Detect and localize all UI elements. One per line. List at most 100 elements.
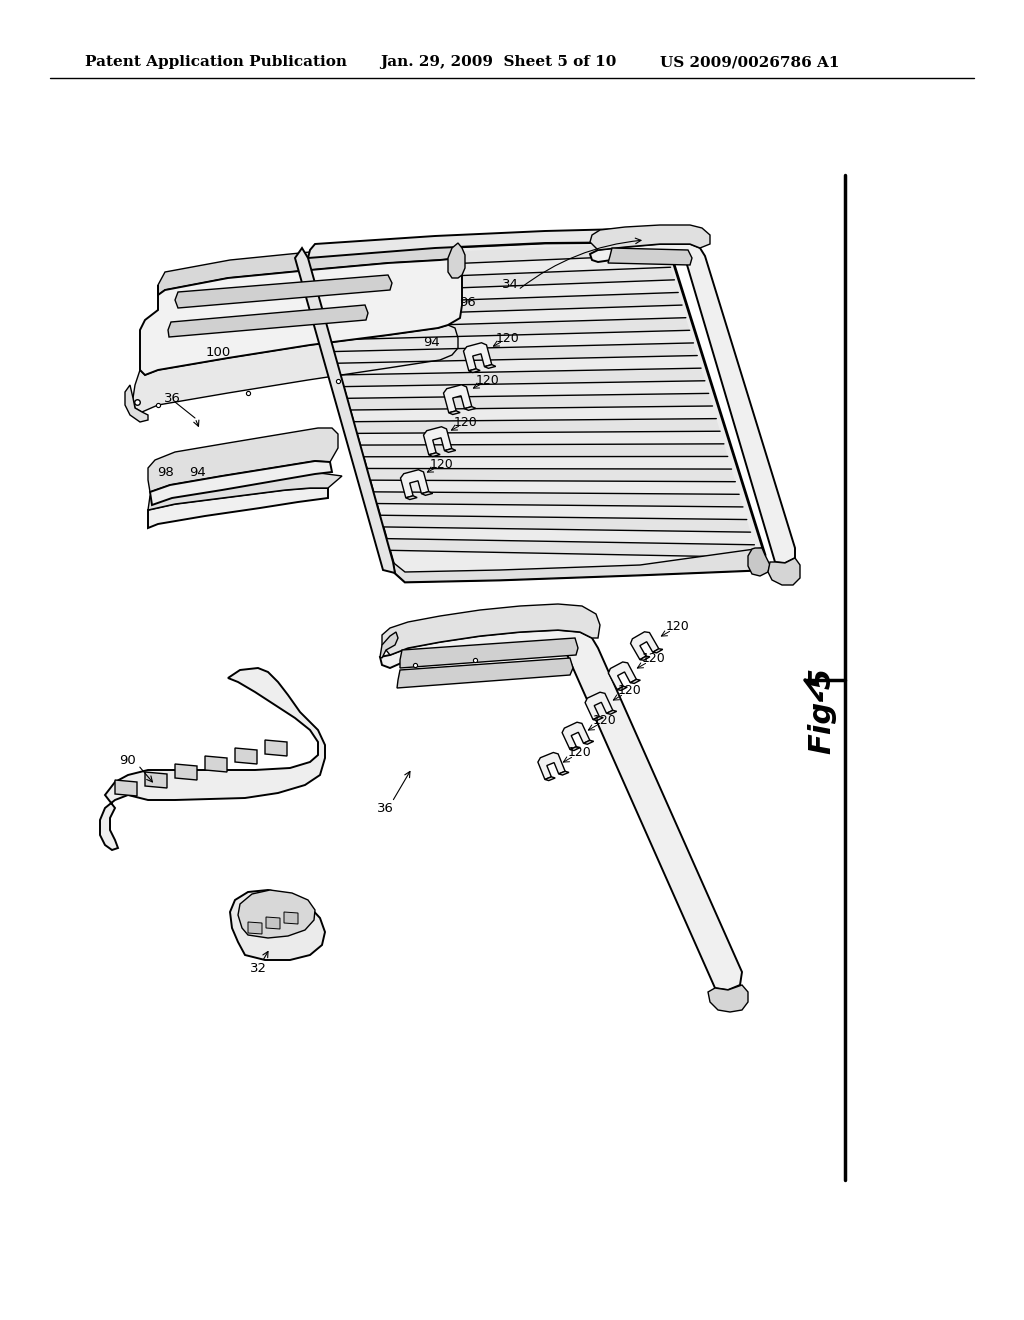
- Polygon shape: [630, 680, 640, 684]
- Polygon shape: [631, 632, 658, 660]
- Polygon shape: [429, 453, 440, 457]
- Polygon shape: [347, 393, 713, 411]
- Polygon shape: [380, 515, 751, 532]
- Text: 36: 36: [377, 801, 393, 814]
- Polygon shape: [145, 772, 167, 788]
- Text: 36: 36: [164, 392, 180, 404]
- Polygon shape: [175, 275, 392, 308]
- Text: 120: 120: [476, 374, 500, 387]
- Polygon shape: [559, 771, 569, 775]
- Polygon shape: [380, 632, 398, 657]
- Polygon shape: [397, 657, 573, 688]
- Polygon shape: [393, 548, 765, 582]
- Polygon shape: [606, 710, 616, 714]
- Polygon shape: [148, 473, 342, 510]
- Polygon shape: [538, 752, 565, 779]
- Polygon shape: [400, 638, 578, 668]
- Text: 90: 90: [120, 754, 136, 767]
- Text: 98: 98: [157, 466, 173, 479]
- Text: 120: 120: [642, 652, 666, 664]
- Polygon shape: [175, 764, 197, 780]
- Polygon shape: [150, 461, 332, 506]
- Polygon shape: [133, 325, 458, 412]
- Text: US 2009/0026786 A1: US 2009/0026786 A1: [660, 55, 840, 69]
- Text: 120: 120: [618, 684, 642, 697]
- Polygon shape: [590, 244, 795, 564]
- Polygon shape: [406, 496, 417, 499]
- Polygon shape: [768, 558, 800, 585]
- Polygon shape: [593, 717, 603, 721]
- Polygon shape: [205, 756, 227, 772]
- Polygon shape: [322, 293, 682, 317]
- Polygon shape: [652, 648, 663, 653]
- Text: 120: 120: [430, 458, 454, 470]
- Text: 96: 96: [460, 296, 476, 309]
- Polygon shape: [295, 248, 395, 573]
- Polygon shape: [449, 243, 465, 279]
- Polygon shape: [308, 242, 667, 269]
- Text: 94: 94: [189, 466, 207, 479]
- Polygon shape: [148, 428, 338, 492]
- Polygon shape: [655, 228, 680, 264]
- Text: 32: 32: [250, 961, 266, 974]
- Text: Fig-5: Fig-5: [808, 667, 837, 754]
- Polygon shape: [708, 985, 748, 1012]
- Polygon shape: [640, 656, 650, 660]
- Polygon shape: [562, 722, 590, 750]
- Polygon shape: [422, 491, 433, 495]
- Polygon shape: [334, 343, 697, 363]
- Polygon shape: [148, 488, 328, 528]
- Polygon shape: [125, 385, 148, 422]
- Polygon shape: [314, 267, 675, 293]
- Polygon shape: [115, 780, 137, 796]
- Text: 34: 34: [502, 279, 518, 292]
- Polygon shape: [465, 407, 476, 411]
- Polygon shape: [284, 912, 298, 924]
- Polygon shape: [353, 418, 720, 433]
- Polygon shape: [230, 890, 325, 960]
- Polygon shape: [140, 257, 462, 375]
- Text: 120: 120: [667, 619, 690, 632]
- Polygon shape: [238, 890, 315, 939]
- Polygon shape: [617, 686, 628, 690]
- Polygon shape: [570, 747, 581, 751]
- Polygon shape: [386, 539, 758, 557]
- Polygon shape: [748, 548, 770, 576]
- Polygon shape: [341, 368, 705, 387]
- Polygon shape: [360, 444, 728, 457]
- Polygon shape: [484, 364, 496, 368]
- Polygon shape: [367, 469, 735, 482]
- Polygon shape: [380, 630, 742, 990]
- Text: 94: 94: [424, 335, 440, 348]
- Text: 100: 100: [206, 346, 230, 359]
- Polygon shape: [585, 692, 612, 719]
- Text: 120: 120: [568, 746, 592, 759]
- Polygon shape: [469, 368, 480, 372]
- Polygon shape: [168, 305, 368, 337]
- Polygon shape: [449, 411, 460, 414]
- Polygon shape: [424, 426, 452, 455]
- Text: 120: 120: [454, 416, 478, 429]
- Text: Patent Application Publication: Patent Application Publication: [85, 55, 347, 69]
- Polygon shape: [382, 605, 600, 655]
- Polygon shape: [158, 243, 462, 294]
- Polygon shape: [100, 668, 325, 850]
- Polygon shape: [608, 661, 637, 689]
- Polygon shape: [590, 224, 710, 249]
- Text: 120: 120: [593, 714, 616, 726]
- Polygon shape: [248, 921, 262, 935]
- Polygon shape: [443, 384, 472, 413]
- Polygon shape: [545, 777, 555, 780]
- Text: 120: 120: [496, 331, 520, 345]
- Polygon shape: [266, 917, 280, 929]
- Polygon shape: [265, 741, 287, 756]
- Polygon shape: [374, 492, 743, 507]
- Polygon shape: [464, 343, 492, 371]
- Polygon shape: [444, 449, 456, 453]
- Polygon shape: [308, 242, 765, 582]
- Text: Jan. 29, 2009  Sheet 5 of 10: Jan. 29, 2009 Sheet 5 of 10: [380, 55, 616, 69]
- Polygon shape: [234, 748, 257, 764]
- Polygon shape: [308, 228, 672, 257]
- Polygon shape: [400, 470, 429, 498]
- Polygon shape: [608, 248, 692, 265]
